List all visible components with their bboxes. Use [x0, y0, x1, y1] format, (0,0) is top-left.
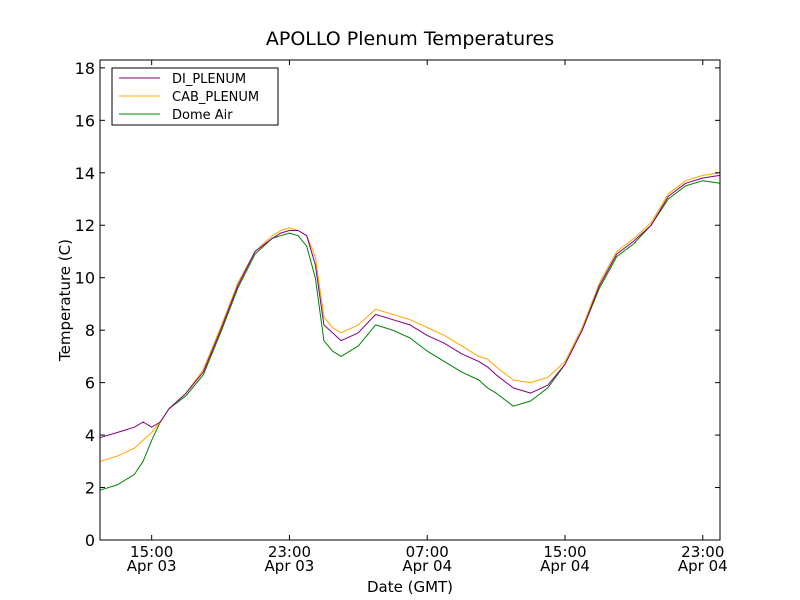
y-tick-label: 6	[85, 374, 95, 393]
x-tick-time: 15:00	[130, 543, 173, 561]
x-tick-date: Apr 04	[678, 557, 728, 575]
y-tick-label: 16	[75, 111, 95, 130]
legend-label: CAB_PLENUM	[172, 90, 259, 105]
y-tick-label: 18	[75, 59, 95, 78]
y-tick-label: 4	[85, 426, 95, 445]
series-line-dome-air	[99, 180, 721, 491]
x-axis-label: Date (GMT)	[367, 578, 453, 596]
plot-frame	[99, 59, 721, 541]
y-tick-label: 2	[85, 479, 95, 498]
x-tick-date: Apr 04	[402, 557, 452, 575]
series-line-di-plenum	[99, 174, 721, 439]
x-tick-date: Apr 04	[540, 557, 590, 575]
legend-label: Dome Air	[172, 108, 233, 123]
series-line-cab-plenum	[99, 172, 721, 462]
x-tick-date: Apr 03	[127, 557, 177, 575]
x-tick-time: 07:00	[406, 543, 449, 561]
x-tick-time: 23:00	[268, 543, 311, 561]
x-tick-time: 15:00	[543, 543, 586, 561]
y-tick-label: 10	[75, 269, 95, 288]
chart-title: APOLLO Plenum Temperatures	[266, 28, 554, 50]
y-axis-label: Temperature (C)	[56, 239, 74, 362]
legend-label: DI_PLENUM	[172, 72, 246, 87]
x-tick-time: 23:00	[681, 543, 724, 561]
y-axis: 0 2 4 6 8 10 12 14 16 18	[75, 59, 720, 550]
y-tick-label: 8	[85, 321, 95, 340]
series-layer	[99, 172, 721, 491]
plot-area	[100, 60, 720, 540]
legend: DI_PLENUM CAB_PLENUM Dome Air	[111, 67, 279, 126]
y-tick-label: 0	[85, 531, 95, 550]
y-tick-label: 12	[75, 216, 95, 235]
y-tick-label: 14	[75, 164, 95, 183]
x-tick-date: Apr 03	[265, 557, 315, 575]
